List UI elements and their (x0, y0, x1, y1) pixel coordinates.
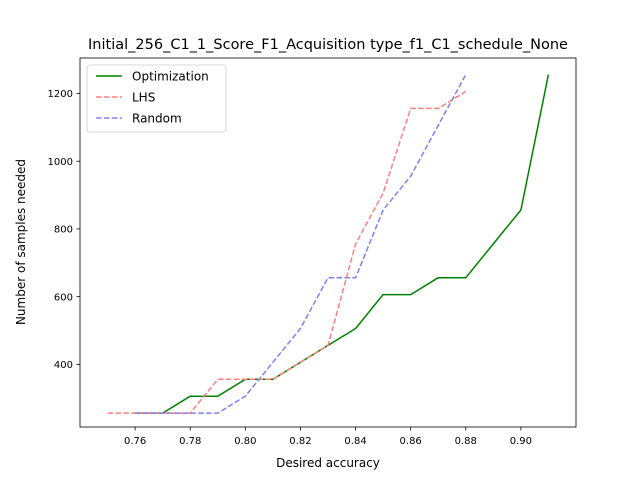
legend-box (86, 64, 227, 133)
series-layer (107, 74, 550, 414)
axes-layer: 0.76 0.78 0.80 0.82 0.84 0.86 0.88 0.90 400 600 80… (48, 57, 577, 447)
x-tick-label: 0.90 (510, 436, 532, 447)
series-line-random (135, 74, 467, 414)
chart-title: Initial_256_C1_1_Score_F1_Acquisition ty… (88, 37, 568, 53)
legend-label-lhs: LHS (132, 91, 155, 105)
x-tick-label: 0.88 (455, 436, 477, 447)
legend-label-random: Random (132, 112, 182, 126)
x-tick-label: 0.86 (400, 436, 422, 447)
x-tick-label: 0.80 (234, 436, 256, 447)
x-tick-label: 0.82 (289, 436, 311, 447)
x-tick-label: 0.78 (179, 436, 201, 447)
y-tick-label: 400 (54, 360, 73, 371)
y-tick-label: 800 (54, 225, 73, 236)
x-axis-label: Desired accuracy (276, 456, 380, 470)
y-tick-label: 1200 (48, 89, 73, 100)
x-tick-label: 0.84 (344, 436, 366, 447)
plot-frame (79, 57, 577, 428)
y-tick-label: 1000 (48, 157, 73, 168)
legend-label-optimization: Optimization (132, 70, 209, 84)
y-tick-label: 600 (54, 292, 73, 303)
x-tick-label: 0.76 (124, 436, 146, 447)
y-axis-label: Number of samples needed (14, 159, 28, 325)
legend: Optimization LHS Random (86, 64, 227, 133)
